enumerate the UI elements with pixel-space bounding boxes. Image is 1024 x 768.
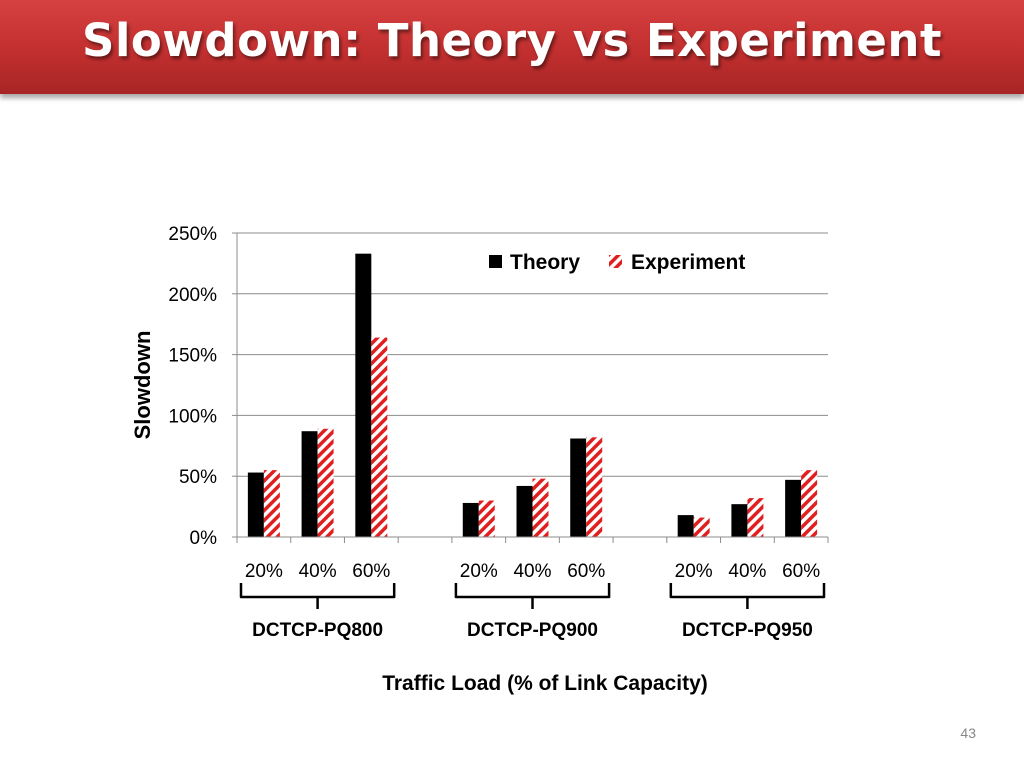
bar-experiment-dctcp-pq900-20pct: [478, 500, 495, 537]
bar-experiment-dctcp-pq800-20pct: [263, 470, 280, 537]
legend-swatch-theory: [489, 255, 502, 268]
legend-swatch-experiment: [609, 255, 622, 268]
group-brace: [454, 583, 611, 609]
bar-theory-dctcp-pq950-20pct: [677, 515, 694, 537]
bar-theory-dctcp-pq800-20pct: [247, 472, 264, 537]
x-axis-title: Traffic Load (% of Link Capacity): [382, 672, 708, 695]
bar-experiment-dctcp-pq950-20pct: [693, 517, 710, 537]
x-tick-label: 20%: [675, 561, 713, 582]
x-tick-label: 40%: [513, 561, 551, 582]
y-tick-label: 0%: [190, 528, 218, 549]
x-tick-label: 20%: [245, 561, 283, 582]
group-label: DCTCP-PQ800: [252, 620, 383, 641]
bar-experiment-dctcp-pq900-40pct: [532, 478, 549, 537]
y-tick-label: 150%: [168, 346, 217, 367]
bar-experiment-dctcp-pq900-60pct: [586, 437, 603, 537]
slide-title: Slowdown: Theory vs Experiment: [82, 14, 942, 67]
group-label: DCTCP-PQ950: [682, 620, 813, 641]
legend-label-experiment: Experiment: [631, 251, 745, 274]
x-tick-label: 60%: [782, 561, 820, 582]
x-tick-label: 20%: [460, 561, 498, 582]
bar-theory-dctcp-pq800-40pct: [301, 431, 318, 537]
bar-experiment-dctcp-pq800-60pct: [371, 337, 388, 537]
x-tick-label: 40%: [299, 561, 337, 582]
title-bar: Slowdown: Theory vs Experiment: [0, 0, 1024, 94]
bar-theory-dctcp-pq900-60pct: [570, 438, 587, 537]
bar-theory-dctcp-pq900-20pct: [462, 502, 479, 537]
group-brace: [239, 583, 396, 609]
bar-experiment-dctcp-pq800-40pct: [317, 428, 334, 537]
legend-label-theory: Theory: [510, 251, 580, 274]
y-axis-title: Slowdown: [130, 331, 155, 440]
x-tick-label: 40%: [728, 561, 766, 582]
bar-theory-dctcp-pq950-40pct: [731, 504, 748, 537]
group-brace: [669, 583, 826, 609]
y-tick-label: 250%: [168, 224, 217, 245]
bar-experiment-dctcp-pq950-40pct: [747, 498, 764, 537]
y-tick-label: 100%: [168, 406, 217, 427]
bar-experiment-dctcp-pq950-60pct: [801, 470, 818, 537]
page-number: 43: [960, 725, 976, 741]
x-tick-label: 60%: [352, 561, 390, 582]
bar-theory-dctcp-pq900-40pct: [516, 485, 533, 537]
group-label: DCTCP-PQ900: [467, 620, 598, 641]
bar-theory-dctcp-pq800-60pct: [355, 253, 372, 537]
y-tick-label: 200%: [168, 285, 217, 306]
bar-theory-dctcp-pq950-60pct: [785, 479, 802, 537]
x-tick-label: 60%: [567, 561, 605, 582]
y-tick-label: 50%: [179, 467, 217, 488]
